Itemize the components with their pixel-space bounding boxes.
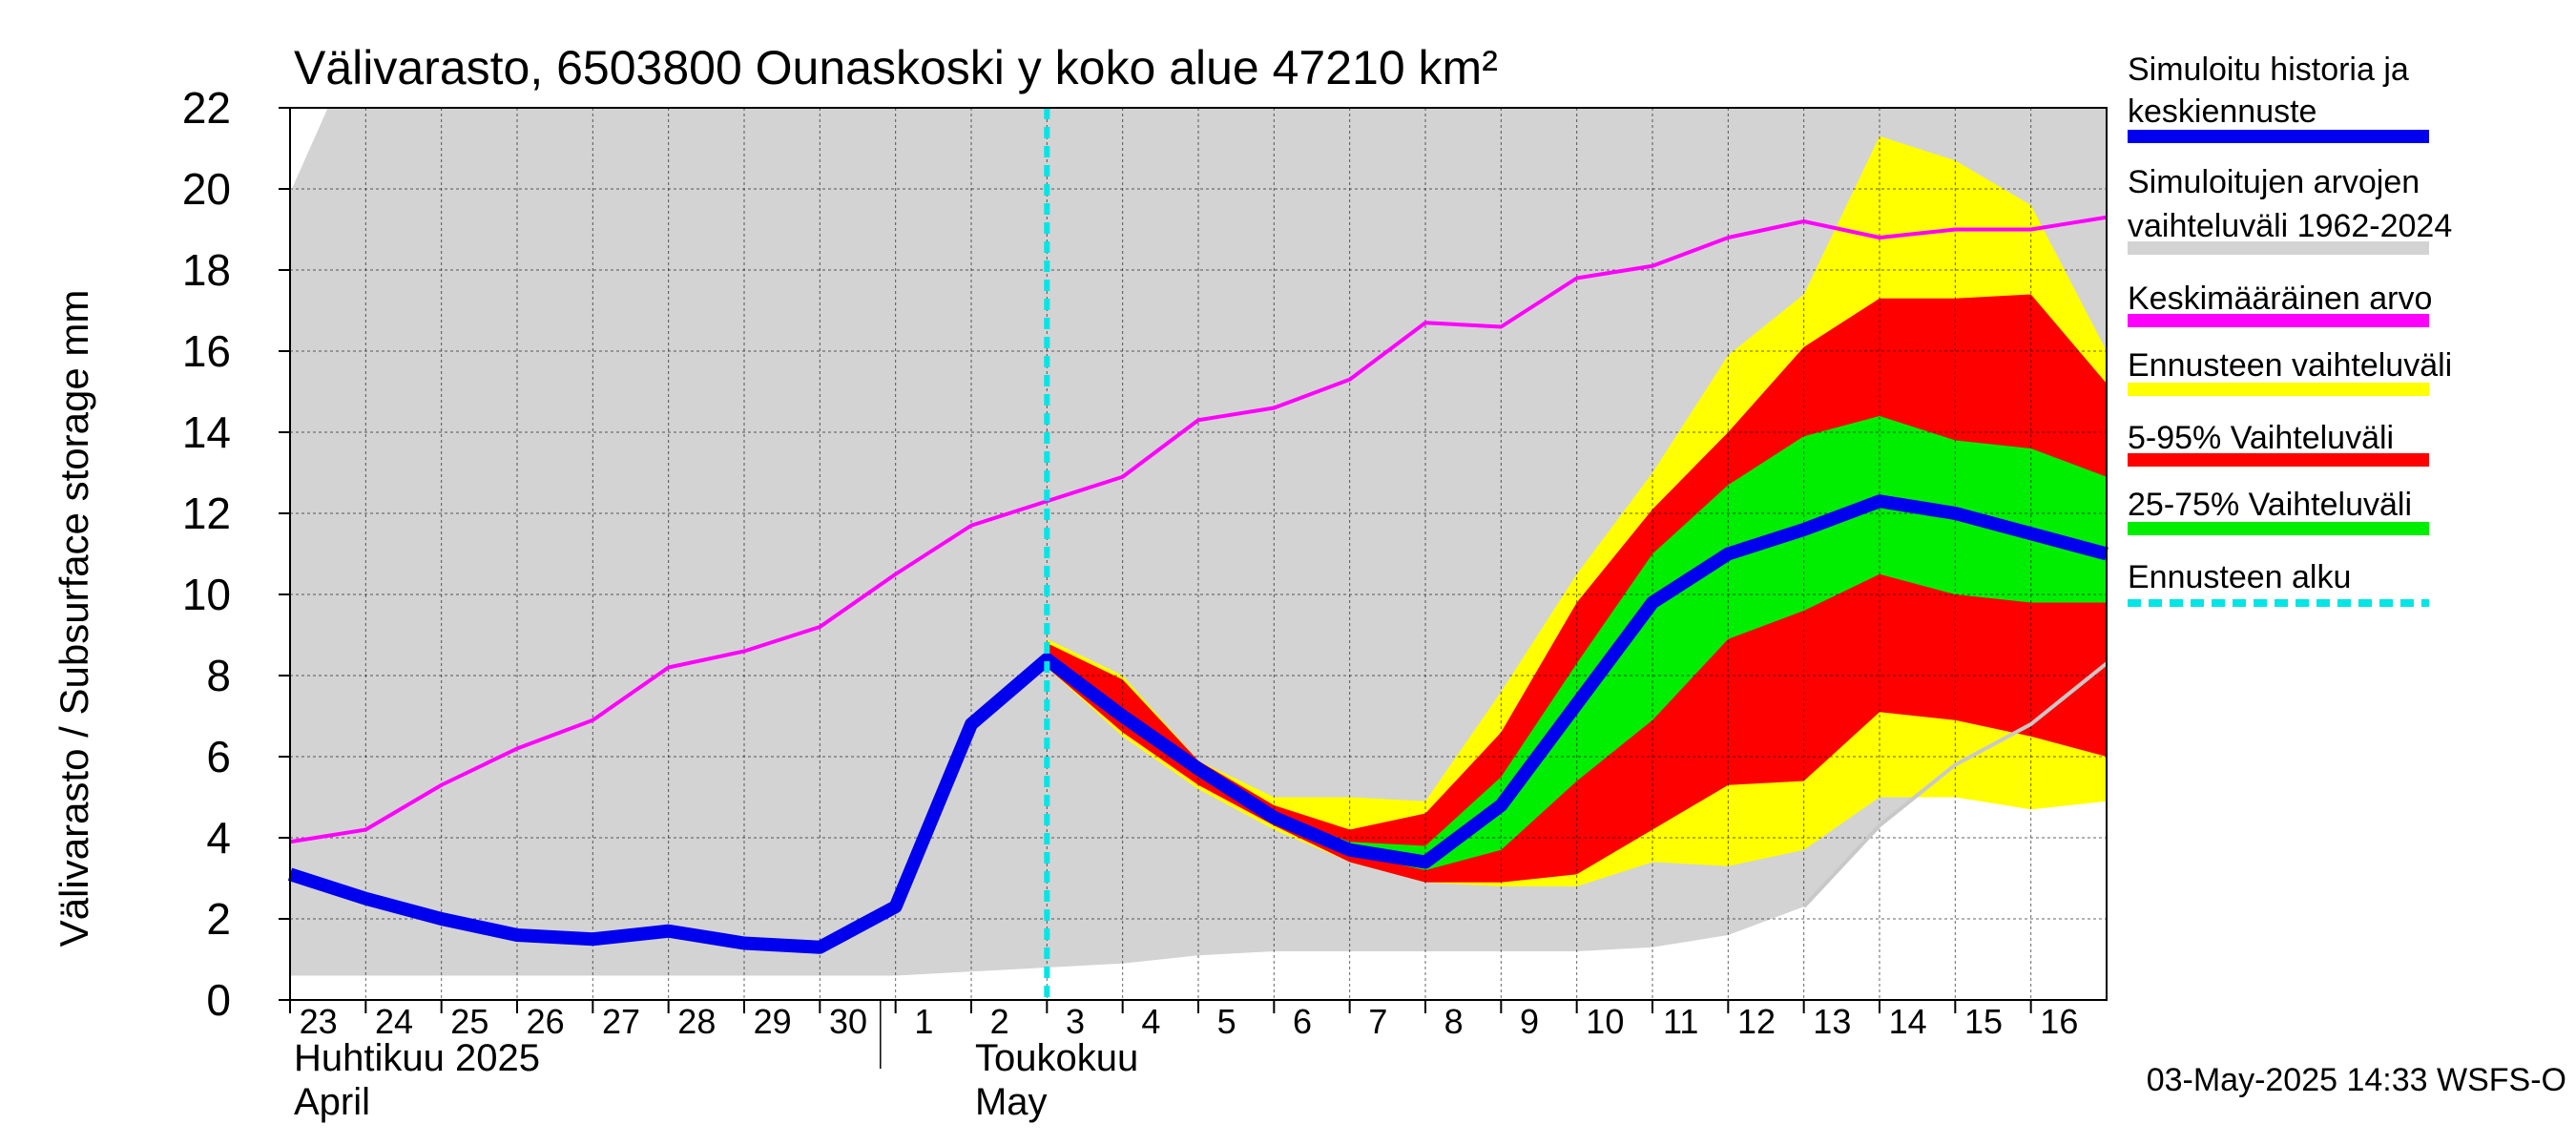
month-label-may-fi: Toukokuu <box>975 1037 1138 1079</box>
legend-label-6: Ennusteen alku <box>2128 559 2351 595</box>
band-layer <box>290 108 2107 976</box>
grey-min-edge <box>1802 661 2109 908</box>
grid-layer <box>290 108 2107 1000</box>
x-tick-label-19: 12 <box>1737 1002 1776 1041</box>
x-tick-label-10: 3 <box>1066 1002 1085 1041</box>
y-tick-label-4: 8 <box>206 651 231 700</box>
x-tick-label-3: 26 <box>527 1002 565 1041</box>
legend-label-3: Ennusteen vaihteluväli <box>2128 347 2452 384</box>
x-tick-label-13: 6 <box>1293 1002 1312 1041</box>
x-tick-label-11: 4 <box>1141 1002 1160 1041</box>
y-tick-label-0: 0 <box>206 975 231 1025</box>
x-axis: 23 24 25 26 27 28 29 30 1 2 3 4 5 6 7 8 9 10 11 12 13 14 15 16 <box>289 1000 2078 1041</box>
x-tick-label-7: 30 <box>829 1002 867 1041</box>
x-tick-label-15: 8 <box>1444 1002 1464 1041</box>
x-tick-label-18: 11 <box>1663 1002 1698 1041</box>
x-tick-label-20: 13 <box>1813 1002 1851 1041</box>
y-tick-label-7: 14 <box>182 407 231 457</box>
band-3 <box>1047 416 2107 870</box>
chart-title: Välivarasto, 6503800 Ounaskoski y koko a… <box>294 41 1498 94</box>
legend-label-2: Keskimääräinen arvo <box>2128 281 2432 317</box>
y-tick-label-11: 22 <box>182 83 231 133</box>
legend-label-1-b: vaihteluväli 1962-2024 <box>2128 208 2452 244</box>
legend-label-1: Simuloitujen arvojen <box>2128 164 2420 200</box>
y-tick-label-9: 18 <box>182 245 231 295</box>
y-tick-label-10: 20 <box>182 164 231 214</box>
y-tick-label-5: 10 <box>182 570 231 619</box>
legend-label-0: Simuloitu historia ja <box>2128 52 2409 88</box>
legend-label-0-b: keskiennuste <box>2128 94 2316 130</box>
legend-label-5: 25-75% Vaihteluväli <box>2128 487 2412 523</box>
month-label-may-en: May <box>975 1081 1048 1123</box>
y-axis: 0 2 4 6 8 10 12 14 16 18 20 22 <box>182 83 290 1025</box>
x-tick-label-16: 9 <box>1520 1002 1539 1041</box>
x-tick-label-12: 5 <box>1217 1002 1236 1041</box>
x-tick-label-5: 28 <box>677 1002 716 1041</box>
line-5 <box>287 494 2109 954</box>
x-tick-label-21: 14 <box>1889 1002 1927 1041</box>
y-tick-label-8: 16 <box>182 326 231 376</box>
x-tick-label-22: 15 <box>1964 1002 2003 1041</box>
y-tick-label-2: 4 <box>206 813 231 863</box>
line-layer <box>287 215 2109 954</box>
x-tick-label-9: 2 <box>990 1002 1009 1041</box>
x-tick-label-17: 10 <box>1586 1002 1624 1041</box>
x-tick-label-23: 16 <box>2040 1002 2078 1041</box>
x-tick-label-0: 23 <box>300 1002 338 1041</box>
x-tick-label-4: 27 <box>602 1002 640 1041</box>
footer-timestamp: 03-May-2025 14:33 WSFS-O <box>2147 1062 2566 1098</box>
x-tick-label-8: 1 <box>914 1002 933 1041</box>
y-tick-label-3: 6 <box>206 732 231 781</box>
legend: Simuloitu historia ja keskiennuste Simuloi… <box>2128 52 2452 607</box>
x-tick-label-6: 29 <box>754 1002 792 1041</box>
y-tick-label-1: 2 <box>206 894 231 944</box>
month-label-april-en: April <box>294 1081 370 1123</box>
y-tick-label-6: 12 <box>182 489 231 538</box>
x-tick-label-1: 24 <box>375 1002 413 1041</box>
line-4 <box>289 215 2108 844</box>
legend-label-4: 5-95% Vaihteluväli <box>2128 420 2394 456</box>
y-axis-label: Välivarasto / Subsurface storage mm <box>52 290 96 947</box>
month-label-april-fi: Huhtikuu 2025 <box>294 1037 540 1079</box>
x-tick-label-2: 25 <box>450 1002 488 1041</box>
x-tick-label-14: 7 <box>1368 1002 1387 1041</box>
